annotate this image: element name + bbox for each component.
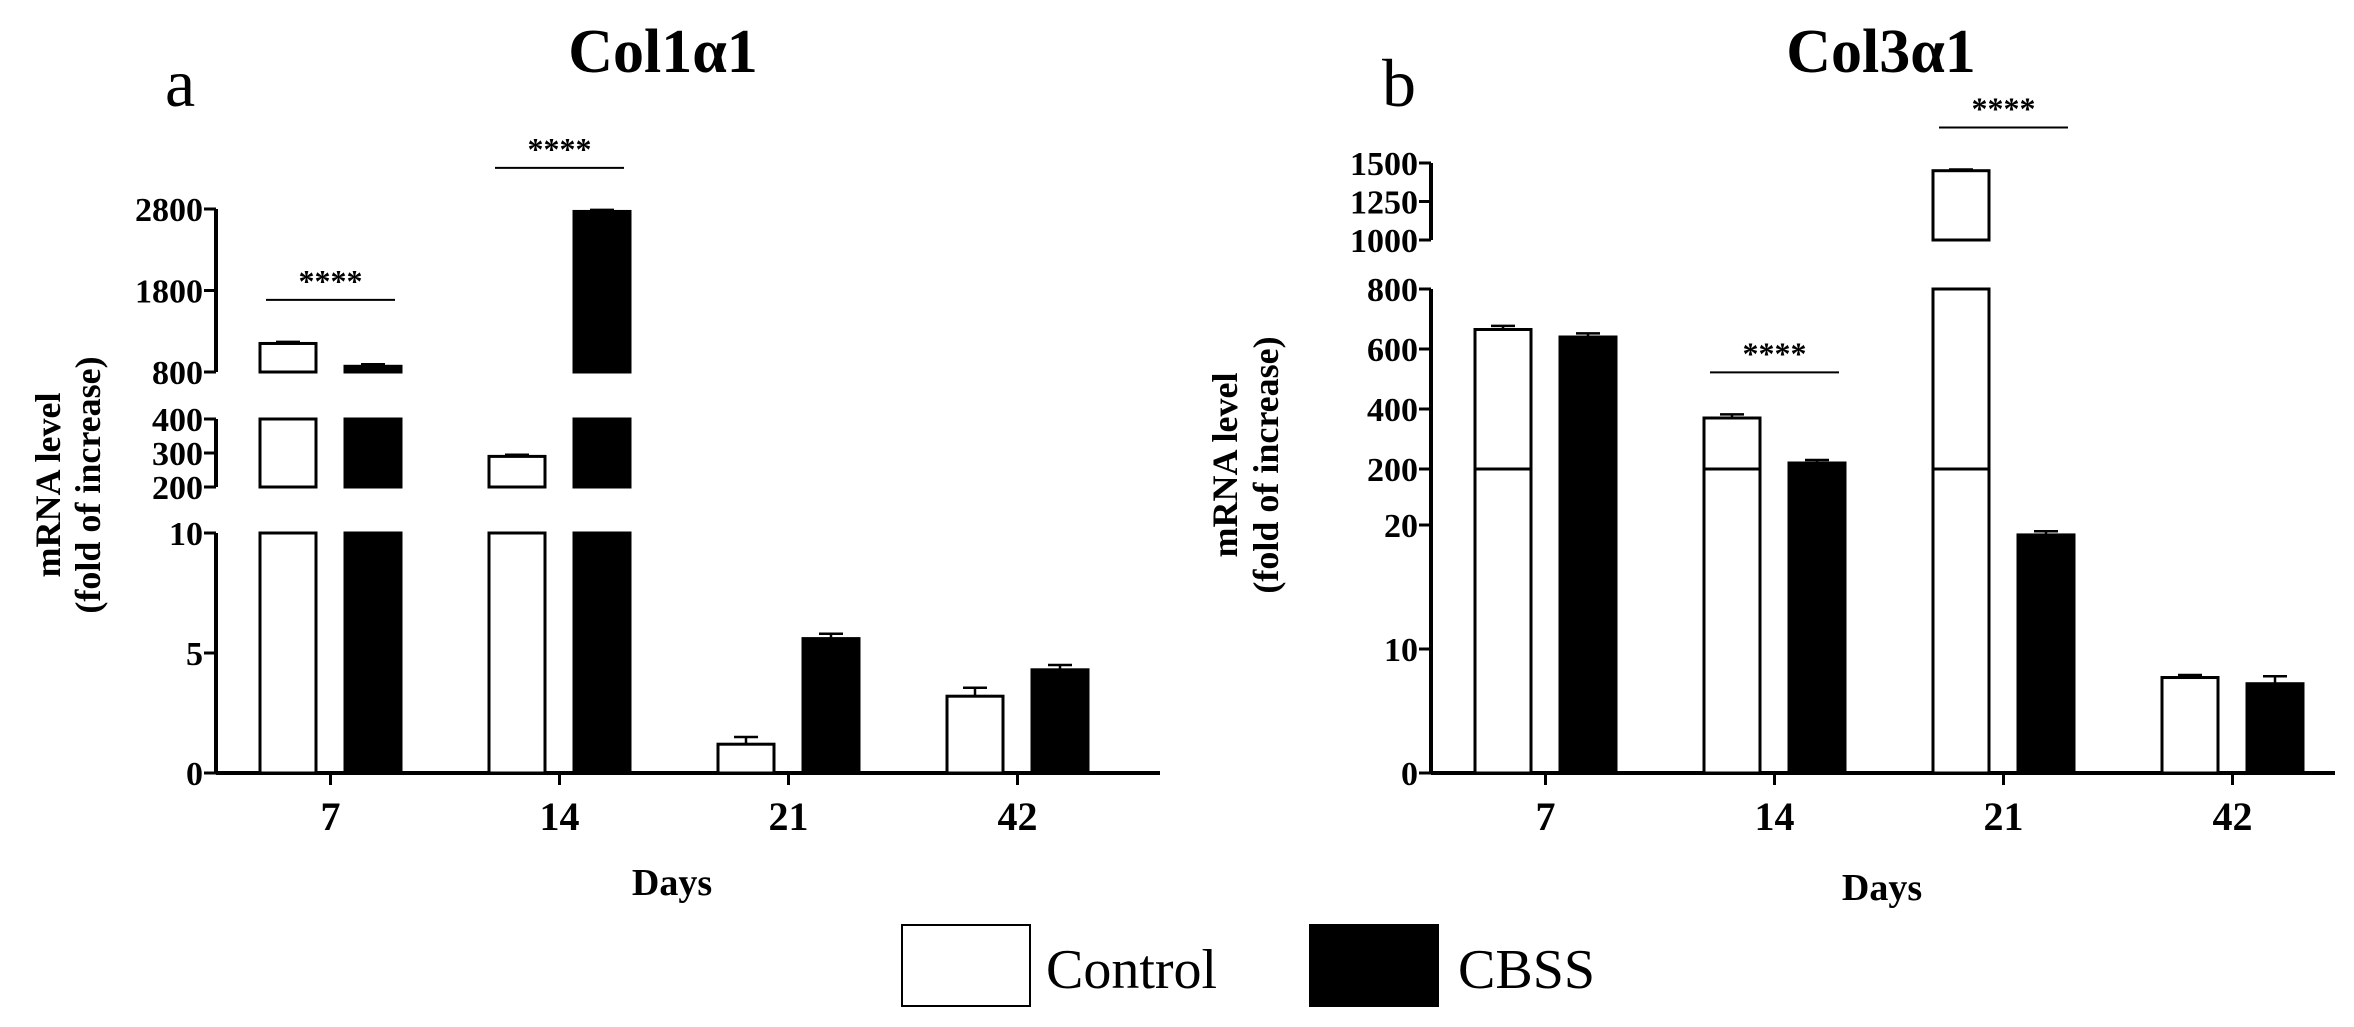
- panel-b-y-tick-label: 20: [1384, 508, 1418, 545]
- panel-a-y-tick-label: 2800: [135, 192, 203, 229]
- panel-a-x-tick-label: 21: [769, 794, 809, 839]
- panel-b-bar-control-day-21: [1931, 169, 1991, 242]
- panel-a-bar-control-day-21: [716, 742, 776, 775]
- panel-a-y-tick-label: 5: [186, 636, 203, 673]
- panel-a-title: Col1α1: [568, 18, 758, 86]
- panel-b-y-tick-label: 1000: [1350, 223, 1418, 260]
- panel-a-significance-label: ****: [528, 131, 592, 167]
- panel-a-y-tick-label: 10: [169, 516, 203, 553]
- panel-a-bar-control-day-7: [258, 417, 318, 489]
- panel-a-xlabel: Days: [632, 862, 712, 904]
- panel-a-y-tick-label: 800: [152, 355, 203, 392]
- panel-b-bar-cbss-day-14: [1787, 463, 1847, 471]
- panel-a-bar-cbss-day-14: [572, 417, 632, 489]
- panel-a-x-tick-label: 7: [321, 794, 341, 839]
- panel-b-bar-control-day-14: [1702, 461, 1762, 775]
- panel-b-significance-label: ****: [1743, 335, 1807, 371]
- legend-label-control: Control: [1046, 939, 1217, 1001]
- panel-b-y-tick-label: 600: [1367, 332, 1418, 369]
- panel-b-ylabel-line2: (fold of increase): [1246, 336, 1286, 593]
- panel-a-y-tick-label: 300: [152, 436, 203, 473]
- panel-b-bar-control-day-7: [1473, 328, 1533, 471]
- legend-swatch-cbss: [1309, 924, 1439, 1007]
- panel-b-bar-cbss-day-7: [1558, 335, 1618, 471]
- panel-a-bar-control-day-14: [487, 454, 547, 489]
- panel-b-y-tick-label: 1250: [1350, 185, 1418, 222]
- panel-b-y-tick-label: 10: [1384, 632, 1418, 669]
- panel-b-bar-control-day-21: [1931, 287, 1991, 471]
- panel-b-y-tick-label: 0: [1401, 756, 1418, 793]
- panel-b-y-tick-label: 1500: [1350, 146, 1418, 183]
- panel-b-ylabel-line1: mRNA level: [1205, 373, 1245, 558]
- legend-swatch-control: [901, 924, 1031, 1007]
- panel-a-bar-cbss-day-14: [572, 209, 632, 374]
- panel-b-y-tick-label: 400: [1367, 392, 1418, 429]
- panel-b-x-tick-label: 7: [1536, 794, 1556, 839]
- panel-a-bar-cbss-day-14: [572, 531, 632, 775]
- panel-a-bar-cbss-day-7: [343, 364, 403, 374]
- panel-a-x-tick-label: 14: [540, 794, 580, 839]
- panel-a-bar-cbss-day-7: [343, 531, 403, 775]
- panel-b-bar-control-day-14: [1702, 416, 1762, 471]
- panel-b-significance-label: ****: [1972, 90, 2036, 126]
- panel-a-ylabel-line1: mRNA level: [28, 393, 68, 578]
- panel-a-y-tick-label: 0: [186, 756, 203, 793]
- panel-b-x-tick-label: 14: [1755, 794, 1795, 839]
- legend: Control CBSS: [901, 924, 1595, 1007]
- panel-a-bar-cbss-day-7: [343, 417, 403, 489]
- panel-b-bar-cbss-day-42: [2245, 682, 2305, 775]
- panel-a-significance-label: ****: [299, 263, 363, 299]
- panel-a-ylabel-line2: (fold of increase): [68, 356, 108, 613]
- panel-b-x-tick-label: 42: [2213, 794, 2253, 839]
- panel-a-bar-control-day-14: [487, 531, 547, 775]
- panel-b-label: b: [1382, 45, 1416, 121]
- panel-b-bar-cbss-day-21: [2016, 533, 2076, 775]
- panel-a-x-tick-label: 42: [998, 794, 1038, 839]
- panel-b-xlabel: Days: [1842, 867, 1922, 909]
- panel-a-y-tick-label: 400: [152, 402, 203, 439]
- panel-a-bar-control-day-42: [945, 694, 1005, 775]
- panel-b-y-tick-label: 200: [1367, 452, 1418, 489]
- panel-b-bar-control-day-21: [1931, 461, 1991, 775]
- panel-a-y-tick-label: 1800: [135, 274, 203, 311]
- panel-b-x-tick-label: 21: [1984, 794, 2024, 839]
- panel-b-bar-control-day-42: [2160, 676, 2220, 775]
- panel-b-y-tick-label: 800: [1367, 272, 1418, 309]
- panel-b-bar-cbss-day-14: [1787, 461, 1847, 775]
- panel-a-y-tick-label: 200: [152, 470, 203, 507]
- panel-a-bar-cbss-day-21: [801, 637, 861, 775]
- legend-label-cbss: CBSS: [1458, 939, 1595, 1001]
- panel-a-bar-cbss-day-42: [1030, 668, 1090, 775]
- panel-b-bar-cbss-day-7: [1558, 461, 1618, 775]
- panel-a-label: a: [165, 45, 195, 121]
- panel-a-bar-control-day-7: [258, 531, 318, 775]
- panel-b-bar-control-day-7: [1473, 461, 1533, 775]
- panel-b-title: Col3α1: [1786, 18, 1976, 86]
- panel-a-bar-control-day-7: [258, 341, 318, 374]
